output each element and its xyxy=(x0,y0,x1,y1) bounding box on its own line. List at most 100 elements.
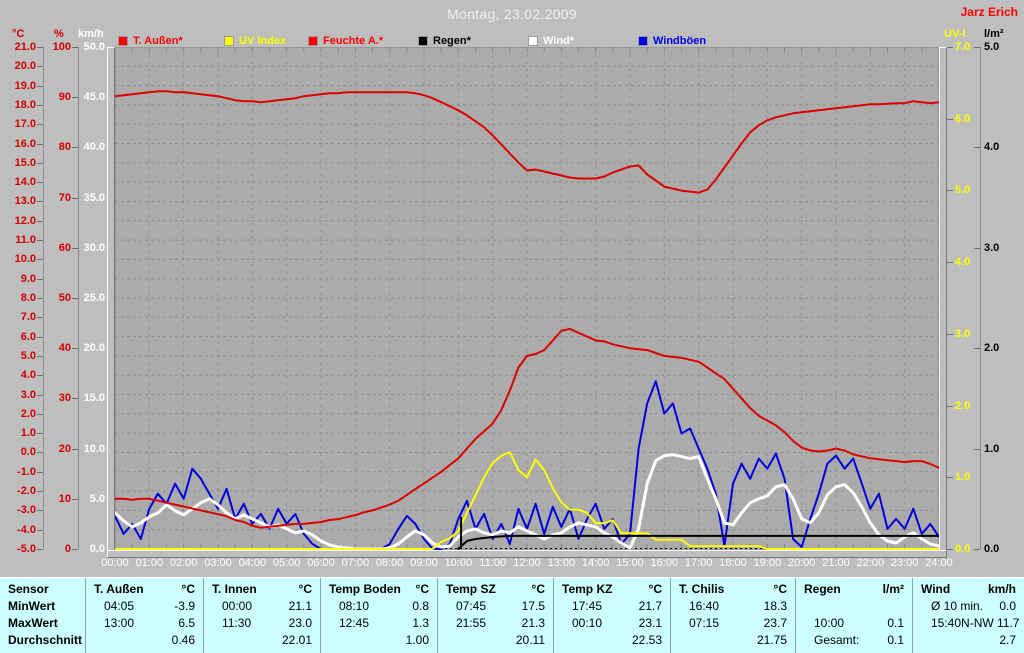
series-uv-index xyxy=(115,451,939,550)
row-label-text: MaxWert xyxy=(8,616,58,630)
rain-axis-tick-label: 1.0 xyxy=(984,442,1000,455)
wind-axis-tick-label: 20.0 xyxy=(83,342,105,355)
table-col-header: Temp SZ °C xyxy=(438,581,553,598)
legend-color-swatch xyxy=(308,36,318,46)
sensor-unit: °C xyxy=(415,582,429,596)
table-cell-avg: 22.01 xyxy=(204,632,320,649)
wind-axis-tick-label: 50.0 xyxy=(83,41,105,53)
right-axis-bar xyxy=(939,47,947,557)
max-time: 21:55 xyxy=(456,616,487,630)
temp-axis-tick-mark xyxy=(37,85,43,87)
humidity-axis-tick-label: 40 xyxy=(58,342,71,355)
avg-value: 20.11 xyxy=(515,633,545,647)
table-col-temp-boden: Temp Boden °C 08:10 0.8 12:45 1.3 1.00 xyxy=(320,578,437,653)
uv-axis-tick-mark xyxy=(947,47,953,48)
x-axis-time-label: 11:00 xyxy=(479,557,507,569)
table-col-header: Wind km/h xyxy=(913,581,1024,598)
humidity-axis-tick-label: 60 xyxy=(58,241,71,254)
temp-axis-tick-label: 15.0 xyxy=(14,156,36,169)
temp-axis-axis-line xyxy=(43,47,44,549)
table-col-temp-sz: Temp SZ °C 07:45 17.5 21:55 21.3 20.11 xyxy=(437,578,553,653)
chart-plot-area[interactable] xyxy=(115,47,939,550)
min-value: 18.3 xyxy=(763,599,787,613)
avg-time xyxy=(86,632,104,649)
min-time: 00:00 xyxy=(222,599,253,613)
x-axis-time-label: 10:00 xyxy=(444,557,473,569)
temp-axis-tick-label: 14.0 xyxy=(14,176,36,189)
avg-value: 21.75 xyxy=(756,633,787,647)
avg-time: Gesamt: xyxy=(814,633,860,647)
wind-axis-tick-label: 45.0 xyxy=(83,91,105,104)
table-cell-avg: 1.00 xyxy=(321,632,437,649)
min-time: 17:45 xyxy=(572,599,603,613)
sensor-name: Temp Boden xyxy=(329,582,401,596)
x-axis-time-label: 22:00 xyxy=(856,557,885,569)
temp-axis-tick-label: 12.0 xyxy=(14,214,36,227)
avg-time xyxy=(913,632,931,649)
table-col-t-au-en: T. Außen °C 04:05 -3.9 13:00 6.5 0.46 xyxy=(85,578,203,653)
series-windb-en xyxy=(115,380,939,550)
min-time xyxy=(796,598,814,615)
unit-label-percent: % xyxy=(54,28,64,40)
x-axis-time-label: 02:00 xyxy=(169,557,198,569)
x-axis-time-label: 08:00 xyxy=(375,557,404,569)
min-value: 17.5 xyxy=(521,599,545,613)
temp-axis-tick-mark xyxy=(37,240,43,242)
table-col-temp-kz: Temp KZ °C 17:45 21.7 00:10 23.1 22.53 xyxy=(553,578,670,653)
uv-axis-tick-label: 7.0 xyxy=(955,41,971,53)
humidity-axis-tick-mark xyxy=(72,147,78,149)
avg-value: 22.53 xyxy=(631,633,662,647)
humidity-axis-tick-mark xyxy=(72,549,78,550)
humidity-axis-tick-label: 80 xyxy=(58,141,71,154)
legend-item-4: Regen* xyxy=(418,35,471,47)
temp-axis-tick-mark xyxy=(37,355,43,357)
humidity-axis-tick-label: 20 xyxy=(58,442,71,455)
table-cell-avg: 0.46 xyxy=(86,632,203,649)
table-cell-min: 04:05 -3.9 xyxy=(86,598,203,615)
x-axis-time-label: 00:00 xyxy=(101,557,129,569)
x-axis-time-label: 20:00 xyxy=(787,557,816,569)
humidity-axis-tick-label: 50 xyxy=(58,292,71,304)
rain-axis-tick-mark xyxy=(974,448,980,450)
x-axis-time-label: 17:00 xyxy=(684,557,713,569)
uv-axis-tick-mark xyxy=(947,405,953,407)
temp-axis-tick-mark xyxy=(37,182,43,184)
table-cell-min: 07:45 17.5 xyxy=(438,598,553,615)
temp-axis-tick-label: 16.0 xyxy=(14,137,36,150)
table-cell-avg: 22.53 xyxy=(554,632,670,649)
rain-axis-tick-label: 0.0 xyxy=(984,543,1000,555)
wind-axis-tick-label: 0.0 xyxy=(89,543,105,555)
uv-axis-tick-mark xyxy=(947,477,953,479)
series-wind xyxy=(115,453,939,550)
table-col-header: T. Chilis °C xyxy=(671,581,795,598)
legend-color-swatch xyxy=(528,36,538,46)
table-col-regen: Regen l/m² 10:00 0.1 Gesamt: 0.1 xyxy=(795,578,912,653)
table-col-t-chilis: T. Chilis °C 16:40 18.3 07:15 23.7 21.75 xyxy=(670,578,795,653)
x-axis-time-label: 07:00 xyxy=(341,557,370,569)
temp-axis-tick-mark xyxy=(37,66,43,68)
temp-axis-tick-mark xyxy=(37,317,43,319)
humidity-axis-tick-mark xyxy=(72,448,78,450)
humidity-axis-tick-mark xyxy=(72,498,78,500)
max-time: 00:10 xyxy=(572,616,603,630)
x-axis-time-label: 09:00 xyxy=(410,557,438,569)
chart-date-title: Montag, 23.02.2009 xyxy=(447,6,577,22)
table-cell-avg: 20.11 xyxy=(438,632,553,649)
sensor-unit: °C xyxy=(531,582,545,596)
table-cell-max: 12:45 1.3 xyxy=(321,615,437,632)
temp-axis-tick-mark xyxy=(37,452,43,454)
temp-axis-tick-label: 17.0 xyxy=(14,118,36,131)
humidity-axis-tick-label: 90 xyxy=(58,91,71,104)
legend-color-swatch xyxy=(118,36,128,46)
x-axis-time-label: 15:00 xyxy=(616,557,644,569)
table-col-header: Temp KZ °C xyxy=(554,581,670,598)
min-time: 16:40 xyxy=(689,599,720,613)
temp-axis-tick-label: -5.0 xyxy=(17,543,36,555)
temp-axis-tick-label: 7.0 xyxy=(20,311,36,324)
wind-axis-tick-label: 40.0 xyxy=(83,141,105,154)
min-time: 04:05 xyxy=(104,599,135,613)
rain-axis-tick-mark xyxy=(974,247,980,249)
temp-axis-tick-mark xyxy=(37,220,43,222)
table-cell-max: 13:00 6.5 xyxy=(86,615,203,632)
